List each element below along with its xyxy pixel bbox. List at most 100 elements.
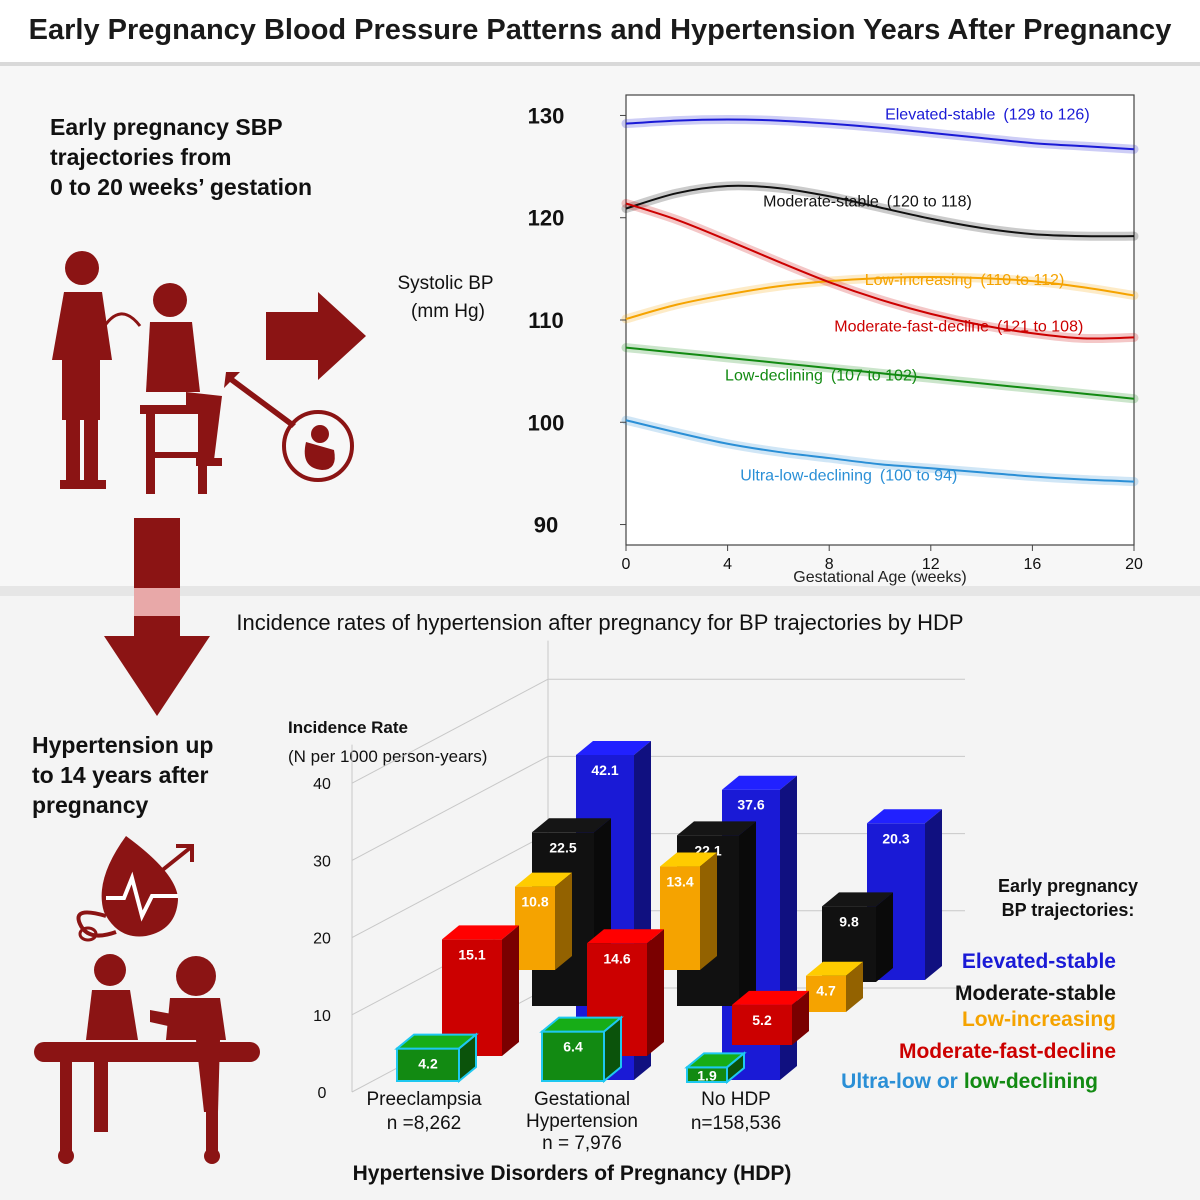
sbp-heading: Early pregnancy SBP trajectories from 0 … bbox=[50, 112, 312, 202]
series-label-range: (100 to 94) bbox=[880, 468, 957, 485]
legend-entry-part: low-declining bbox=[964, 1070, 1098, 1093]
series-line bbox=[625, 276, 1135, 320]
sbp-heading-line: 0 to 20 weeks’ gestation bbox=[50, 174, 313, 200]
right-arrow-icon bbox=[266, 292, 366, 380]
group-label-line: Hypertension bbox=[526, 1111, 638, 1132]
bar: 4.7 bbox=[806, 961, 863, 1012]
grid-line-diagonal bbox=[351, 833, 549, 939]
bar-side bbox=[846, 961, 863, 1012]
plot-area bbox=[625, 94, 1135, 546]
series-label: Ultra-low-declining (100 to 94) bbox=[740, 468, 957, 485]
series-label-name: Moderate-fast-decline bbox=[834, 318, 989, 335]
x-tick-label: 16 bbox=[1024, 556, 1042, 573]
group-label-line: n=158,536 bbox=[691, 1113, 781, 1134]
x-tick-label: 0 bbox=[622, 556, 631, 573]
bar-value-label: 4.2 bbox=[418, 1056, 438, 1072]
legend-entry: Low-increasing bbox=[962, 1008, 1116, 1031]
page-title: Early Pregnancy Blood Pressure Patterns … bbox=[28, 14, 1172, 46]
bar: 5.2 bbox=[732, 990, 809, 1045]
bar-front bbox=[660, 866, 700, 970]
series-label-range: (107 to 102) bbox=[831, 367, 917, 384]
bar-value-label: 5.2 bbox=[752, 1012, 772, 1028]
fetus-shape bbox=[304, 425, 335, 470]
legend-entry: Ultra-low or low-declining bbox=[841, 1070, 1098, 1093]
series-label-range: (120 to 118) bbox=[887, 193, 972, 210]
series-line bbox=[625, 419, 1135, 483]
group-label-line: Gestational bbox=[534, 1089, 630, 1110]
bar-y-label-unit: (N per 1000 person-years) bbox=[288, 747, 487, 766]
bar-y-tick-label: 10 bbox=[313, 1008, 331, 1025]
y-tick-label: 130 bbox=[528, 103, 565, 128]
bar-top bbox=[822, 892, 893, 907]
bar: 1.9 bbox=[684, 1051, 747, 1085]
series-label: Low-declining (107 to 102) bbox=[725, 367, 917, 384]
series-label-name: Moderate-stable bbox=[763, 193, 879, 210]
title-bar: Early Pregnancy Blood Pressure Patterns … bbox=[0, 0, 1200, 66]
bar-top bbox=[677, 821, 756, 836]
legend-title-line: BP trajectories: bbox=[1002, 900, 1135, 920]
bar-top bbox=[515, 872, 572, 887]
hypertension-heading-line: pregnancy bbox=[32, 792, 149, 818]
cuff-tube bbox=[100, 312, 142, 331]
bar-top bbox=[576, 740, 651, 755]
series-label: Moderate-fast-decline (121 to 108) bbox=[834, 318, 1083, 335]
bar: 10.8 bbox=[515, 872, 572, 970]
down-arrow-shaft bbox=[134, 518, 180, 636]
bar-y-label: Incidence Rate bbox=[288, 718, 408, 737]
group-label-line: Preeclampsia bbox=[366, 1089, 482, 1110]
blood-drop-icon bbox=[76, 836, 194, 942]
y-tick-label: 110 bbox=[528, 308, 564, 333]
y-tick-label: 100 bbox=[528, 410, 565, 435]
grid-line-diagonal bbox=[351, 678, 549, 784]
series-label-name: Low-increasing bbox=[865, 272, 973, 289]
down-arrow-icon bbox=[104, 636, 210, 716]
bar-side bbox=[555, 872, 572, 970]
bar-value-label: 22.5 bbox=[549, 839, 576, 855]
bar-value-label: 42.1 bbox=[591, 762, 618, 778]
y-axis-label: Systolic BP (mm Hg) bbox=[397, 273, 498, 322]
pointer-arrow-icon bbox=[224, 372, 296, 428]
bar-side bbox=[502, 925, 519, 1056]
legend-entry: Elevated-stable bbox=[962, 950, 1116, 973]
bar: 4.2 bbox=[394, 1032, 479, 1084]
bar-top bbox=[532, 818, 611, 833]
x-tick-label: 4 bbox=[723, 556, 732, 573]
bar-side bbox=[458, 1032, 477, 1084]
bar-top bbox=[442, 925, 519, 940]
x-tick-label: 12 bbox=[922, 556, 940, 573]
y-axis-label-line: (mm Hg) bbox=[411, 301, 485, 322]
bar-side bbox=[726, 1051, 745, 1085]
bar-value-label: 9.8 bbox=[839, 913, 859, 929]
bar-front bbox=[732, 1004, 792, 1045]
series-line bbox=[625, 184, 1135, 238]
x-axis-label: Gestational Age (weeks) bbox=[793, 569, 966, 586]
legend-entry: Moderate-stable bbox=[955, 982, 1116, 1005]
hypertension-heading-line: Hypertension up bbox=[32, 732, 214, 758]
series-label-name: Elevated-stable bbox=[885, 107, 995, 124]
series-label-range: (110 to 112) bbox=[980, 272, 1064, 289]
series-label: Elevated-stable (129 to 126) bbox=[885, 107, 1090, 124]
series-label: Low-increasing (110 to 112) bbox=[865, 272, 1065, 289]
y-tick-label: 90 bbox=[534, 513, 558, 538]
bar-side bbox=[876, 892, 893, 982]
bar-value-label: 15.1 bbox=[458, 946, 485, 962]
bar-value-label: 10.8 bbox=[521, 894, 548, 910]
bar-top bbox=[587, 929, 664, 944]
bar-value-label: 20.3 bbox=[882, 830, 909, 846]
panel-divider bbox=[0, 586, 1200, 596]
group-label-line: No HDP bbox=[701, 1089, 771, 1110]
bar-side bbox=[792, 990, 809, 1045]
group-label-line: n =8,262 bbox=[387, 1113, 462, 1134]
bar-side bbox=[603, 1015, 622, 1084]
incidence-bar-chart: Incidence Rate (N per 1000 person-years)… bbox=[288, 640, 1138, 1185]
bar-side bbox=[739, 821, 756, 1006]
bar-x-label: Hypertensive Disorders of Pregnancy (HDP… bbox=[353, 1162, 792, 1185]
series-label-range: (121 to 108) bbox=[997, 318, 1083, 335]
bar: 13.4 bbox=[660, 852, 717, 970]
series-label-range: (129 to 126) bbox=[1003, 107, 1089, 124]
bar-y-tick-label: 20 bbox=[313, 931, 331, 948]
legend-entry: Moderate-fast-decline bbox=[899, 1040, 1116, 1063]
hypertension-heading-line: to 14 years after bbox=[32, 762, 209, 788]
bar-side bbox=[925, 809, 942, 980]
